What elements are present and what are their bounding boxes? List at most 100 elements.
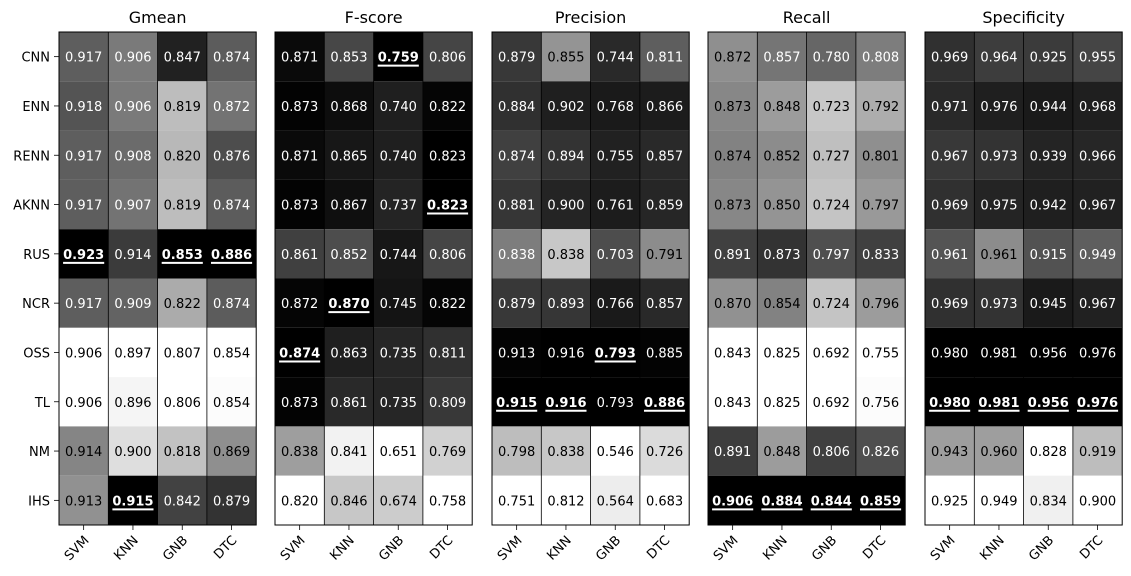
heatmap-cell [157, 32, 207, 82]
cell-value: 0.900 [1079, 494, 1116, 509]
column-label: GNB [160, 533, 191, 564]
heatmap-cell [541, 130, 591, 180]
heatmap-cell [974, 179, 1024, 230]
heatmap-cell [806, 475, 856, 525]
heatmap-cell [324, 377, 374, 427]
cell-value: 0.871 [281, 51, 318, 66]
cell-value: 0.896 [114, 396, 151, 411]
cell-value: 0.843 [714, 346, 751, 361]
heatmap-cell [422, 475, 473, 525]
cell-value: 0.797 [813, 248, 850, 263]
cell-value: 0.807 [164, 346, 201, 361]
heatmap-cell [206, 81, 257, 131]
cell-value: 0.853 [162, 248, 203, 263]
cell-value: 0.943 [931, 445, 968, 460]
heatmap-cell [1072, 32, 1123, 82]
cell-value: 0.564 [597, 494, 634, 509]
heatmap-cell [639, 278, 690, 328]
column-label: DTC [211, 533, 240, 562]
heatmap-cell [108, 377, 158, 427]
cell-value: 0.806 [429, 51, 466, 66]
cell-value: 0.809 [429, 396, 466, 411]
row-label: CNN [21, 51, 50, 66]
column-label: SVM [62, 533, 93, 564]
heatmap-cell [590, 179, 640, 230]
heatmap-cell [492, 229, 542, 279]
heatmap-cell [59, 130, 109, 180]
cell-value: 0.740 [380, 100, 417, 115]
cell-value: 0.838 [498, 248, 535, 263]
heatmap-cell [974, 81, 1024, 131]
heatmap-cell [206, 229, 257, 279]
cell-value: 0.808 [862, 51, 899, 66]
heatmap-cell [324, 278, 374, 328]
panel-title: Specificity [982, 8, 1064, 27]
cell-value: 0.850 [763, 199, 800, 214]
heatmap-cell [59, 327, 109, 378]
cell-value: 0.881 [498, 199, 535, 214]
cell-value: 0.819 [164, 100, 201, 115]
cell-value: 0.780 [813, 51, 850, 66]
cell-value: 0.859 [860, 494, 901, 509]
cell-value: 0.955 [1079, 51, 1116, 66]
cell-value: 0.874 [213, 199, 250, 214]
cell-value: 0.917 [65, 199, 102, 214]
cell-value: 0.843 [714, 396, 751, 411]
heatmap-cell [806, 327, 856, 378]
heatmap-cell [108, 426, 158, 476]
cell-value: 0.874 [213, 51, 250, 66]
cell-value: 0.917 [65, 51, 102, 66]
cell-value: 0.885 [646, 346, 683, 361]
panel-title: Gmean [129, 8, 187, 27]
cell-value: 0.769 [429, 445, 466, 460]
column-label: DTC [644, 533, 673, 562]
cell-value: 0.907 [114, 199, 151, 214]
cell-value: 0.751 [498, 494, 535, 509]
cell-value: 0.801 [862, 149, 899, 164]
heatmap-cell [206, 130, 257, 180]
heatmap-cell [59, 81, 109, 131]
heatmap-cell [59, 426, 109, 476]
cell-value: 0.917 [65, 297, 102, 312]
heatmap-cell [757, 32, 807, 82]
heatmap-cell [1072, 81, 1123, 131]
panel-title: Precision [555, 8, 626, 27]
heatmap-cell [59, 475, 109, 525]
row-label: IHS [28, 494, 50, 509]
cell-value: 0.735 [380, 396, 417, 411]
cell-value: 0.855 [547, 51, 584, 66]
cell-value: 0.866 [646, 100, 683, 115]
cell-value: 0.872 [281, 297, 318, 312]
heatmap-cell [541, 179, 591, 230]
panel-title: Recall [783, 8, 831, 27]
heatmap-cell [639, 179, 690, 230]
cell-value: 0.913 [498, 346, 535, 361]
cell-value: 0.956 [1028, 396, 1069, 411]
heatmap-cell [639, 475, 690, 525]
cell-value: 0.960 [980, 445, 1017, 460]
heatmap-cell [373, 377, 423, 427]
row-label: AKNN [13, 199, 50, 214]
heatmap-cell [925, 426, 975, 476]
cell-value: 0.861 [281, 248, 318, 263]
column-label: GNB [593, 533, 624, 564]
heatmap-cell [275, 81, 325, 131]
cell-value: 0.917 [65, 149, 102, 164]
heatmap-cell [157, 179, 207, 230]
heatmap-cell [708, 475, 758, 525]
heatmap-cell [806, 130, 856, 180]
heatmap-cell [855, 179, 906, 230]
cell-value: 0.967 [931, 149, 968, 164]
cell-value: 0.818 [164, 445, 201, 460]
cell-value: 0.735 [380, 346, 417, 361]
heatmap-cell [708, 179, 758, 230]
heatmap-cell [157, 229, 207, 279]
heatmap-cell [855, 426, 906, 476]
heatmap-cell [1023, 179, 1073, 230]
cell-value: 0.876 [213, 149, 250, 164]
cell-value: 0.692 [813, 396, 850, 411]
heatmap-cell [757, 81, 807, 131]
cell-value: 0.852 [763, 149, 800, 164]
cell-value: 0.980 [931, 346, 968, 361]
cell-value: 0.918 [65, 100, 102, 115]
